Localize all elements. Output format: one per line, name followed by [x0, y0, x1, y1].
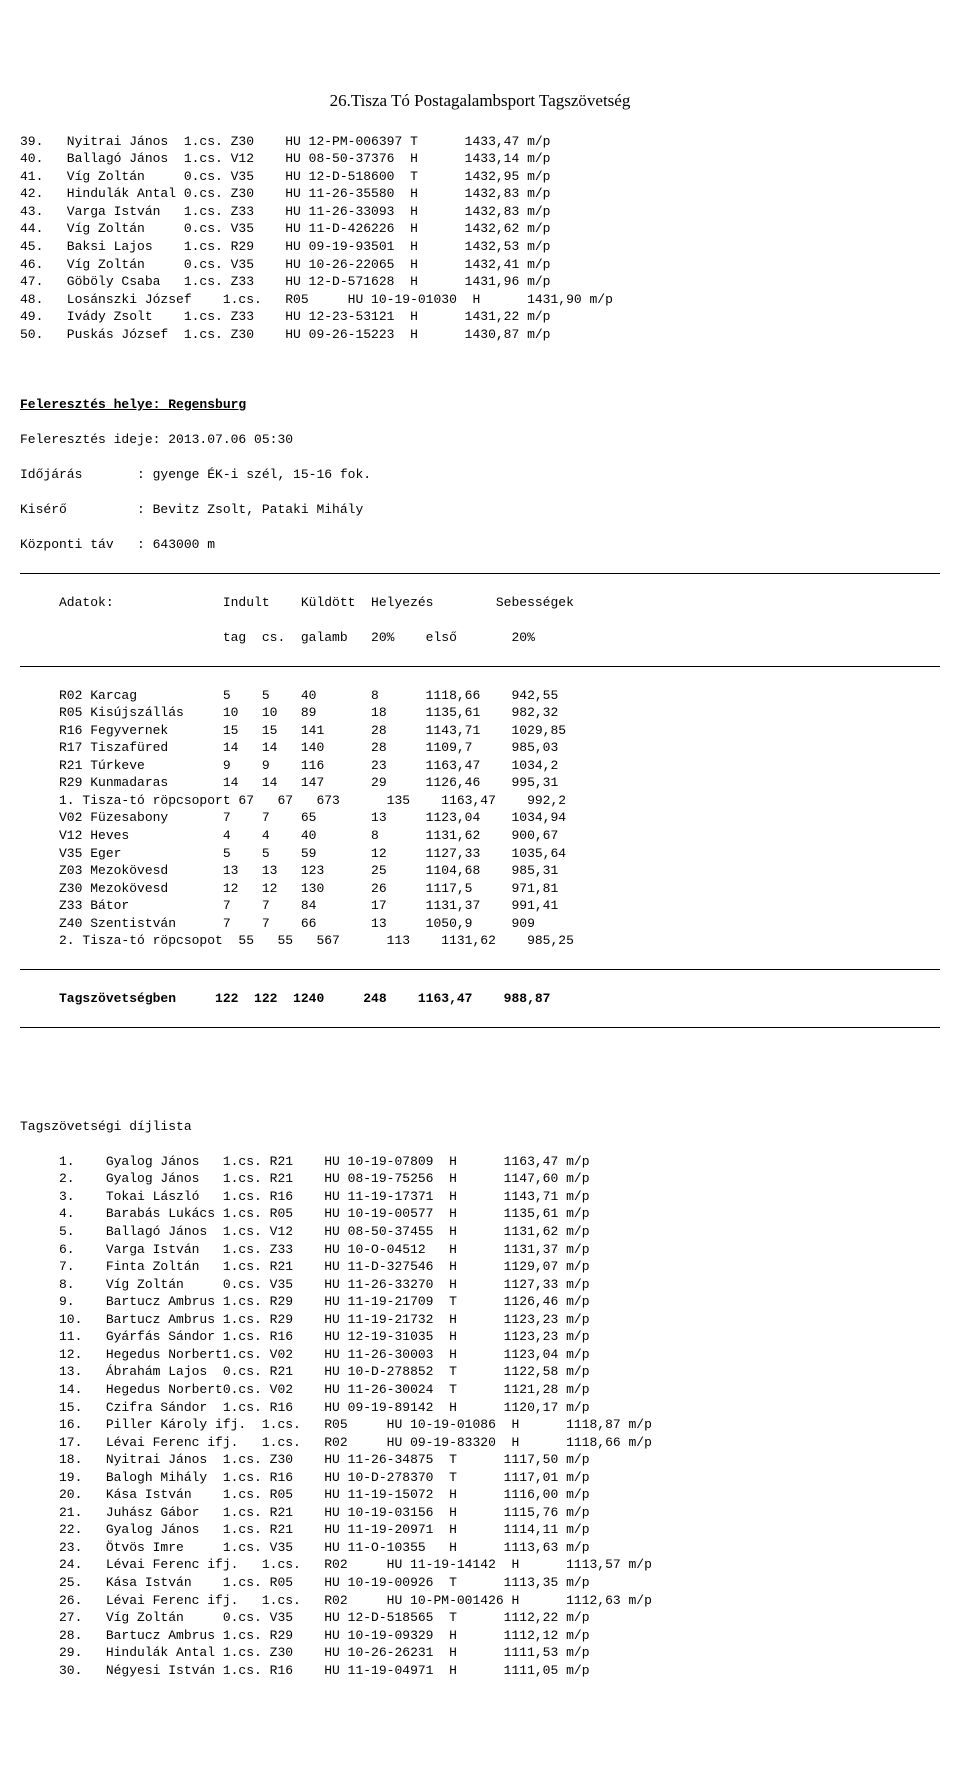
prize-list-title: Tagszövetségi díjlista [20, 1118, 940, 1136]
result-row: 11. Gyárfás Sándor 1.cs. R16 HU 12-19-31… [20, 1328, 940, 1346]
result-row: 39. Nyitrai János 1.cs. Z30 HU 12-PM-006… [20, 133, 940, 151]
release-location: Feleresztés helye: Regensburg [20, 397, 246, 412]
result-row: 18. Nyitrai János 1.cs. Z30 HU 11-26-348… [20, 1451, 940, 1469]
result-row: 46. Víg Zoltán 0.cs. V35 HU 10-26-22065 … [20, 256, 940, 274]
stats-row: R16 Fegyvernek 15 15 141 28 1143,71 1029… [20, 722, 940, 740]
central-distance: Központi táv : 643000 m [20, 536, 940, 554]
result-row: 21. Juhász Gábor 1.cs. R21 HU 10-19-0315… [20, 1504, 940, 1522]
result-row: 5. Ballagó János 1.cs. V12 HU 08-50-3745… [20, 1223, 940, 1241]
stats-row: 1. Tisza-tó röpcsoport 67 67 673 135 116… [20, 792, 940, 810]
page-title: 26.Tisza Tó Postagalambsport Tagszövetsé… [20, 90, 940, 113]
divider [20, 969, 940, 970]
stats-rows: R02 Karcag 5 5 40 8 1118,66 942,55 R05 K… [20, 687, 940, 950]
results-list-2: 1. Gyalog János 1.cs. R21 HU 10-19-07809… [20, 1153, 940, 1679]
result-row: 22. Gyalog János 1.cs. R21 HU 11-19-2097… [20, 1521, 940, 1539]
stats-row: Z33 Bátor 7 7 84 17 1131,37 991,41 [20, 897, 940, 915]
result-row: 47. Göböly Csaba 1.cs. Z33 HU 12-D-57162… [20, 273, 940, 291]
result-row: 9. Bartucz Ambrus 1.cs. R29 HU 11-19-217… [20, 1293, 940, 1311]
release-time: Feleresztés ideje: 2013.07.06 05:30 [20, 431, 940, 449]
stats-row: R05 Kisújszállás 10 10 89 18 1135,61 982… [20, 704, 940, 722]
stats-row: V35 Eger 5 5 59 12 1127,33 1035,64 [20, 845, 940, 863]
stats-row: R02 Karcag 5 5 40 8 1118,66 942,55 [20, 687, 940, 705]
result-row: 42. Hindulák Antal 0.cs. Z30 HU 11-26-35… [20, 185, 940, 203]
escort: Kisérő : Bevitz Zsolt, Pataki Mihály [20, 501, 940, 519]
stats-row: V12 Heves 4 4 40 8 1131,62 900,67 [20, 827, 940, 845]
result-row: 30. Négyesi István 1.cs. R16 HU 11-19-04… [20, 1662, 940, 1680]
result-row: 26. Lévai Ferenc ifj. 1.cs. R02 HU 10-PM… [20, 1592, 940, 1610]
result-row: 17. Lévai Ferenc ifj. 1.cs. R02 HU 09-19… [20, 1434, 940, 1452]
result-row: 8. Víg Zoltán 0.cs. V35 HU 11-26-33270 H… [20, 1276, 940, 1294]
stats-total: Tagszövetségben 122 122 1240 248 1163,47… [20, 990, 940, 1008]
stats-row: V02 Füzesabony 7 7 65 13 1123,04 1034,94 [20, 809, 940, 827]
divider [20, 666, 940, 667]
blank-line [20, 1083, 940, 1101]
result-row: 25. Kása István 1.cs. R05 HU 10-19-00926… [20, 1574, 940, 1592]
table-header-2: tag cs. galamb 20% első 20% [20, 629, 940, 647]
results-list-1: 39. Nyitrai János 1.cs. Z30 HU 12-PM-006… [20, 133, 940, 344]
result-row: 40. Ballagó János 1.cs. V12 HU 08-50-373… [20, 150, 940, 168]
result-row: 27. Víg Zoltán 0.cs. V35 HU 12-D-518565 … [20, 1609, 940, 1627]
stats-row: 2. Tisza-tó röpcsopot 55 55 567 113 1131… [20, 932, 940, 950]
result-row: 6. Varga István 1.cs. Z33 HU 10-O-04512 … [20, 1241, 940, 1259]
result-row: 29. Hindulák Antal 1.cs. Z30 HU 10-26-26… [20, 1644, 940, 1662]
result-row: 7. Finta Zoltán 1.cs. R21 HU 11-D-327546… [20, 1258, 940, 1276]
result-row: 44. Víg Zoltán 0.cs. V35 HU 11-D-426226 … [20, 220, 940, 238]
result-row: 10. Bartucz Ambrus 1.cs. R29 HU 11-19-21… [20, 1311, 940, 1329]
stats-row: Z03 Mezokövesd 13 13 123 25 1104,68 985,… [20, 862, 940, 880]
result-row: 43. Varga István 1.cs. Z33 HU 11-26-3309… [20, 203, 940, 221]
result-row: 13. Ábrahám Lajos 0.cs. R21 HU 10-D-2788… [20, 1363, 940, 1381]
result-row: 49. Ivády Zsolt 1.cs. Z33 HU 12-23-53121… [20, 308, 940, 326]
stats-row: Z30 Mezokövesd 12 12 130 26 1117,5 971,8… [20, 880, 940, 898]
table-header-1: Adatok: Indult Küldött Helyezés Sebesség… [20, 594, 940, 612]
result-row: 48. Losánszki József 1.cs. R05 HU 10-19-… [20, 291, 940, 309]
blank-line [20, 361, 940, 379]
stats-row: Z40 Szentistván 7 7 66 13 1050,9 909 [20, 915, 940, 933]
result-row: 20. Kása István 1.cs. R05 HU 11-19-15072… [20, 1486, 940, 1504]
result-row: 50. Puskás József 1.cs. Z30 HU 09-26-152… [20, 326, 940, 344]
result-row: 15. Czifra Sándor 1.cs. R16 HU 09-19-891… [20, 1399, 940, 1417]
result-row: 28. Bartucz Ambrus 1.cs. R29 HU 10-19-09… [20, 1627, 940, 1645]
divider [20, 573, 940, 574]
result-row: 14. Hegedus Norbert0.cs. V02 HU 11-26-30… [20, 1381, 940, 1399]
result-row: 41. Víg Zoltán 0.cs. V35 HU 12-D-518600 … [20, 168, 940, 186]
stats-row: R17 Tiszafüred 14 14 140 28 1109,7 985,0… [20, 739, 940, 757]
result-row: 12. Hegedus Norbert1.cs. V02 HU 11-26-30… [20, 1346, 940, 1364]
result-row: 45. Baksi Lajos 1.cs. R29 HU 09-19-93501… [20, 238, 940, 256]
stats-row: R29 Kunmadaras 14 14 147 29 1126,46 995,… [20, 774, 940, 792]
result-row: 16. Piller Károly ifj. 1.cs. R05 HU 10-1… [20, 1416, 940, 1434]
result-row: 1. Gyalog János 1.cs. R21 HU 10-19-07809… [20, 1153, 940, 1171]
divider [20, 1027, 940, 1028]
result-row: 2. Gyalog János 1.cs. R21 HU 08-19-75256… [20, 1170, 940, 1188]
result-row: 4. Barabás Lukács 1.cs. R05 HU 10-19-005… [20, 1205, 940, 1223]
blank-line [20, 1048, 940, 1066]
weather: Időjárás : gyenge ÉK-i szél, 15-16 fok. [20, 466, 940, 484]
result-row: 19. Balogh Mihály 1.cs. R16 HU 10-D-2783… [20, 1469, 940, 1487]
stats-row: R21 Túrkeve 9 9 116 23 1163,47 1034,2 [20, 757, 940, 775]
result-row: 3. Tokai László 1.cs. R16 HU 11-19-17371… [20, 1188, 940, 1206]
result-row: 24. Lévai Ferenc ifj. 1.cs. R02 HU 11-19… [20, 1556, 940, 1574]
result-row: 23. Ötvös Imre 1.cs. V35 HU 11-O-10355 H… [20, 1539, 940, 1557]
